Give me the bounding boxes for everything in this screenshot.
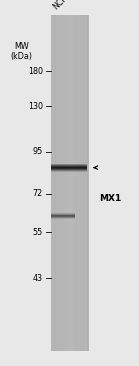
Bar <box>52 15 53 351</box>
Bar <box>51 15 89 351</box>
Bar <box>75 15 76 351</box>
Bar <box>83 15 84 351</box>
Bar <box>69 15 70 351</box>
Bar <box>84 15 85 351</box>
Bar <box>62 15 63 351</box>
Text: 43: 43 <box>33 274 43 283</box>
Bar <box>55 15 56 351</box>
Bar <box>80 15 81 351</box>
Bar <box>72 15 73 351</box>
Bar <box>55 15 56 351</box>
Bar <box>76 15 77 351</box>
Bar <box>77 15 78 351</box>
Bar <box>87 15 88 351</box>
Bar <box>51 15 52 351</box>
Bar <box>65 15 66 351</box>
Text: MW
(kDa): MW (kDa) <box>11 42 33 61</box>
Bar <box>74 15 75 351</box>
Bar <box>62 15 63 351</box>
Bar <box>70 15 71 351</box>
Bar <box>71 15 72 351</box>
Bar <box>88 15 89 351</box>
Bar <box>64 15 65 351</box>
Bar <box>54 15 55 351</box>
Bar <box>53 15 54 351</box>
Bar <box>63 15 64 351</box>
Bar <box>81 15 82 351</box>
Text: 95: 95 <box>33 147 43 156</box>
Bar <box>61 15 62 351</box>
Bar <box>57 15 58 351</box>
Bar <box>66 15 67 351</box>
Text: 55: 55 <box>33 228 43 237</box>
Text: MX1: MX1 <box>99 194 122 203</box>
Bar <box>76 15 77 351</box>
Bar <box>68 15 69 351</box>
Bar <box>59 15 60 351</box>
Text: 72: 72 <box>33 190 43 198</box>
Text: 130: 130 <box>28 102 43 111</box>
Bar <box>56 15 57 351</box>
Bar <box>87 15 88 351</box>
Bar <box>82 15 83 351</box>
Bar <box>79 15 80 351</box>
Text: 180: 180 <box>28 67 43 76</box>
Bar <box>78 15 79 351</box>
Bar <box>60 15 61 351</box>
Bar <box>85 15 86 351</box>
Bar <box>67 15 68 351</box>
Bar <box>58 15 59 351</box>
Bar <box>86 15 87 351</box>
Bar <box>73 15 74 351</box>
Text: NCI-H929: NCI-H929 <box>52 0 85 11</box>
Bar <box>73 15 74 351</box>
